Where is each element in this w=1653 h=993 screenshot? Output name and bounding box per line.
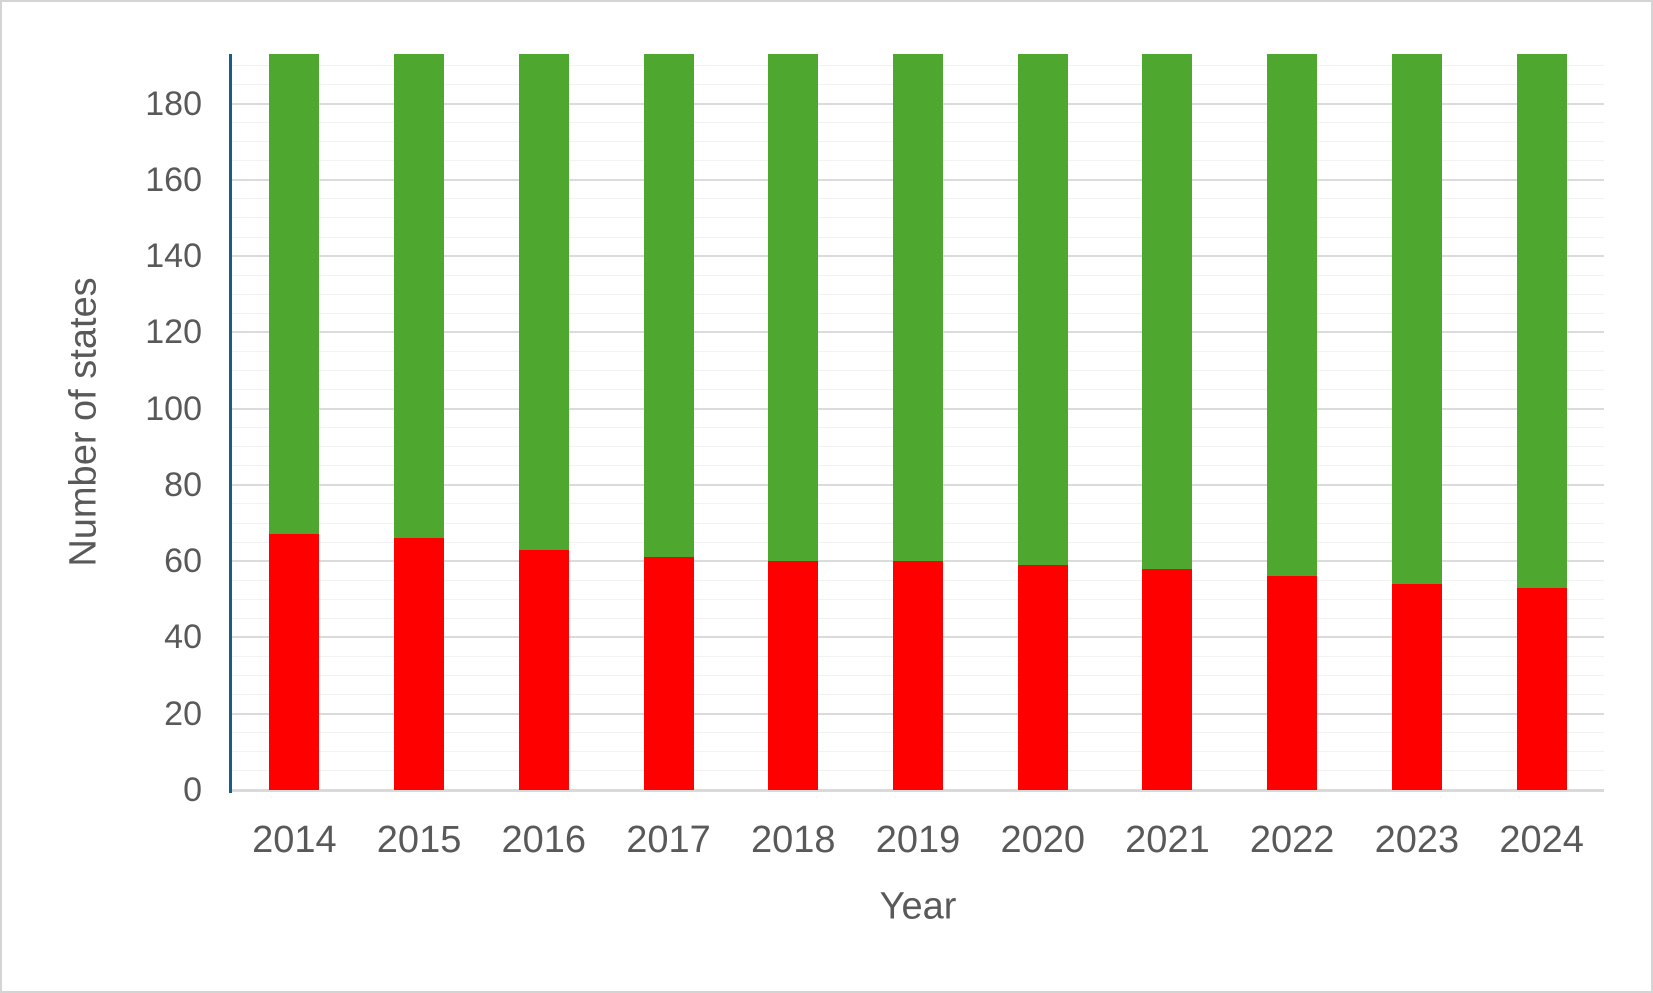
y-tick-label-60: 60 bbox=[164, 542, 202, 581]
x-tick-label-2023: 2023 bbox=[1374, 819, 1460, 861]
stacked-bar-2022 bbox=[1267, 54, 1318, 790]
x-axis-title: Year bbox=[879, 885, 957, 928]
red-segment bbox=[269, 534, 320, 790]
green-segment bbox=[768, 54, 819, 562]
x-tick-label-2016: 2016 bbox=[501, 819, 587, 861]
stacked-bar-2020 bbox=[1017, 54, 1068, 790]
red-segment bbox=[643, 557, 694, 790]
green-segment bbox=[1017, 54, 1068, 565]
green-segment bbox=[1391, 54, 1442, 585]
stacked-bar-2024 bbox=[1516, 54, 1567, 790]
red-segment bbox=[1267, 576, 1318, 790]
green-segment bbox=[893, 54, 943, 562]
red-segment bbox=[394, 538, 445, 790]
x-tick-label-2019: 2019 bbox=[875, 819, 961, 861]
red-segment bbox=[768, 561, 819, 790]
x-tick-label-2021: 2021 bbox=[1125, 819, 1210, 861]
green-segment bbox=[1142, 54, 1193, 569]
red-segment bbox=[893, 561, 943, 790]
y-tick-label-0: 0 bbox=[183, 771, 202, 809]
x-tick-label-2022: 2022 bbox=[1249, 819, 1335, 861]
y-tick-label-160: 160 bbox=[145, 160, 202, 199]
green-segment bbox=[394, 54, 445, 539]
y-tick-label-40: 40 bbox=[164, 618, 202, 657]
stacked-bar-2017 bbox=[643, 54, 694, 790]
x-tick-label-2014: 2014 bbox=[252, 819, 337, 861]
red-segment bbox=[1516, 587, 1567, 790]
stacked-bar-2023 bbox=[1391, 54, 1442, 790]
y-tick-label-120: 120 bbox=[145, 313, 202, 352]
y-tick-label-140: 140 bbox=[145, 237, 202, 276]
green-segment bbox=[1267, 54, 1318, 577]
green-segment bbox=[269, 54, 320, 535]
x-tick-label-2024: 2024 bbox=[1499, 819, 1584, 861]
y-tick-label-100: 100 bbox=[145, 389, 202, 428]
red-segment bbox=[1017, 565, 1068, 790]
stacked-bar-2021 bbox=[1142, 54, 1193, 790]
x-tick-label-2020: 2020 bbox=[1000, 819, 1085, 861]
red-segment bbox=[1142, 568, 1193, 790]
stacked-bar-2014 bbox=[269, 54, 320, 790]
y-tick-label-80: 80 bbox=[164, 465, 202, 504]
x-tick-label-2017: 2017 bbox=[626, 819, 711, 861]
red-segment bbox=[518, 549, 569, 790]
y-axis-line bbox=[229, 54, 232, 793]
y-tick-label-180: 180 bbox=[145, 84, 202, 123]
y-tick-label-20: 20 bbox=[164, 694, 202, 733]
stacked-bar-2019 bbox=[893, 54, 943, 790]
x-tick-label-2015: 2015 bbox=[376, 819, 462, 861]
stacked-bar-2018 bbox=[768, 54, 819, 790]
green-segment bbox=[1516, 54, 1567, 588]
x-tick-label-2018: 2018 bbox=[750, 819, 836, 861]
red-segment bbox=[1391, 584, 1442, 790]
green-segment bbox=[643, 54, 694, 558]
stacked-bar-2015 bbox=[394, 54, 445, 790]
green-segment bbox=[518, 54, 569, 550]
stacked-bar-2016 bbox=[518, 54, 569, 790]
